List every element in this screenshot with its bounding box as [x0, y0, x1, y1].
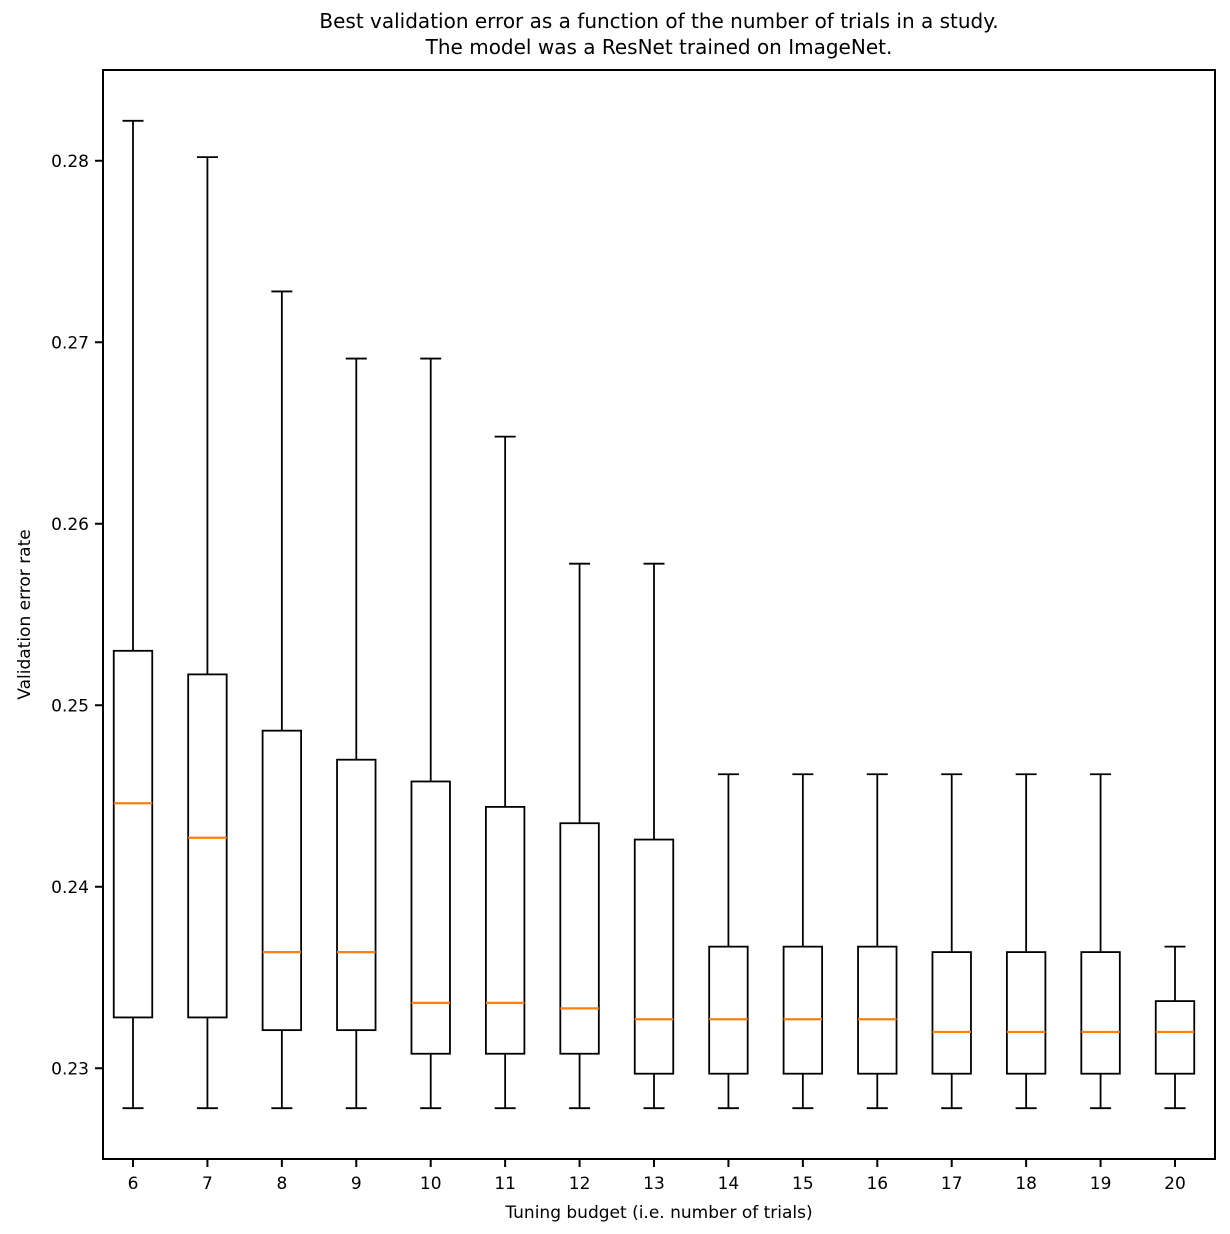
iqr-box: [782, 945, 824, 1075]
box-13: [633, 562, 675, 1110]
x-tick-label: 15: [792, 1174, 814, 1194]
x-tick-label: 18: [1015, 1174, 1037, 1194]
box-18: [1005, 773, 1047, 1110]
box-7: [187, 156, 228, 1110]
x-tick-label: 16: [866, 1174, 888, 1194]
box-8: [261, 290, 303, 1110]
iqr-box: [410, 780, 451, 1055]
iqr-box: [708, 945, 749, 1075]
x-tick-label: 9: [351, 1174, 362, 1194]
box-19: [1080, 773, 1121, 1110]
box-10: [410, 357, 451, 1110]
y-tick-label: 0.28: [51, 152, 89, 172]
chart-title: Best validation error as a function of t…: [103, 8, 1215, 60]
y-tick-label: 0.26: [51, 515, 89, 535]
x-tick-label: 11: [494, 1174, 516, 1194]
x-tick-label: 7: [202, 1174, 213, 1194]
box-16: [857, 773, 898, 1110]
y-tick-label: 0.24: [51, 878, 89, 898]
x-tick-label: 14: [718, 1174, 740, 1194]
chart-title-line1: Best validation error as a function of t…: [319, 9, 999, 33]
iqr-box: [187, 673, 228, 1019]
box-9: [336, 357, 377, 1110]
y-axis-label: Validation error rate: [15, 529, 35, 699]
x-tick-label: 8: [276, 1174, 287, 1194]
x-tick-label: 17: [941, 1174, 963, 1194]
x-tick-label: 10: [420, 1174, 442, 1194]
box-15: [782, 773, 824, 1110]
iqr-box: [112, 649, 154, 1019]
box-11: [484, 435, 526, 1110]
x-tick-label: 12: [569, 1174, 591, 1194]
iqr-box: [1005, 951, 1047, 1075]
iqr-box: [484, 805, 526, 1055]
iqr-box: [336, 758, 377, 1032]
iqr-box: [261, 729, 303, 1032]
iqr-box: [559, 822, 600, 1055]
box-20: [1154, 945, 1196, 1110]
x-tick-label: 20: [1164, 1174, 1186, 1194]
iqr-box: [857, 945, 898, 1075]
box-6: [112, 119, 154, 1110]
x-axis-label: Tuning budget (i.e. number of trials): [504, 1203, 812, 1223]
box-14: [708, 773, 749, 1110]
y-tick-label: 0.27: [51, 333, 89, 353]
box-12: [559, 562, 600, 1110]
x-tick-label: 6: [128, 1174, 139, 1194]
y-tick-label: 0.23: [51, 1059, 89, 1079]
box-17: [931, 773, 972, 1110]
iqr-box: [1080, 951, 1121, 1075]
chart-title-line2: The model was a ResNet trained on ImageN…: [425, 35, 893, 59]
x-tick-label: 19: [1090, 1174, 1112, 1194]
plot-frame: [102, 69, 1216, 1160]
x-tick-label: 13: [643, 1174, 665, 1194]
iqr-box: [633, 838, 675, 1075]
y-tick-label: 0.25: [51, 696, 89, 716]
iqr-box: [1154, 1000, 1196, 1075]
iqr-box: [931, 951, 972, 1075]
